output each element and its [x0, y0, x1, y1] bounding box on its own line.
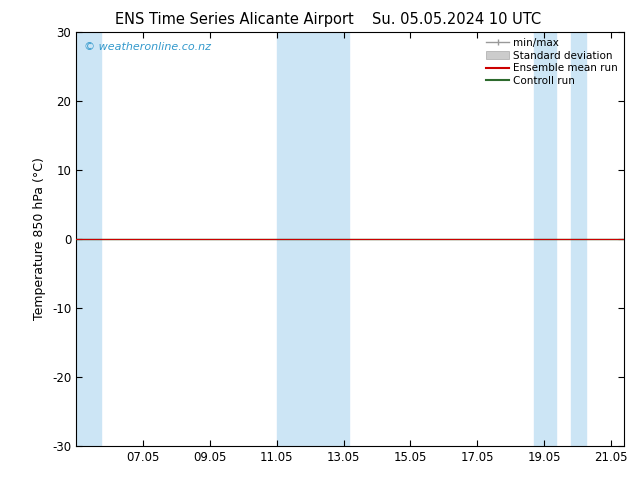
- Bar: [534, 32, 556, 446]
- Bar: [76, 32, 101, 446]
- Y-axis label: Temperature 850 hPa (°C): Temperature 850 hPa (°C): [34, 157, 46, 320]
- Text: © weatheronline.co.nz: © weatheronline.co.nz: [84, 42, 211, 52]
- Bar: [276, 32, 349, 446]
- Text: Su. 05.05.2024 10 UTC: Su. 05.05.2024 10 UTC: [372, 12, 541, 27]
- Bar: [571, 32, 586, 446]
- Legend: min/max, Standard deviation, Ensemble mean run, Controll run: min/max, Standard deviation, Ensemble me…: [482, 34, 623, 90]
- Text: ENS Time Series Alicante Airport: ENS Time Series Alicante Airport: [115, 12, 354, 27]
